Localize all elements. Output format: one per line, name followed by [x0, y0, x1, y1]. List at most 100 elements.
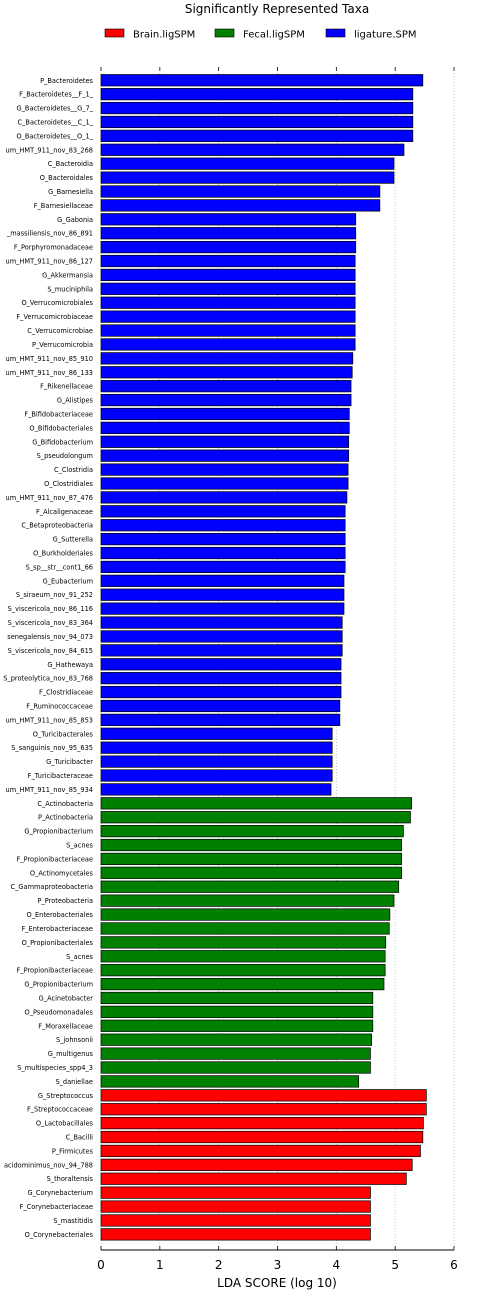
bar	[100, 1061, 371, 1074]
x-tick-label: 2	[215, 1258, 223, 1272]
category-label: G_Akkermansia	[42, 271, 93, 279]
bar	[100, 157, 395, 170]
category-label: F_Turicibacteraceae	[28, 772, 93, 780]
category-label: F_Ruminococcaceae	[26, 702, 93, 710]
category-label: F_Porphyromonadaceae	[14, 244, 93, 252]
bar	[100, 811, 411, 824]
bar	[100, 630, 343, 643]
category-label: G_Propionibacterium	[24, 828, 93, 836]
category-label: O_Lactobacillales	[36, 1120, 94, 1128]
category-label: G_Propionibacterium	[24, 981, 93, 989]
bar	[100, 282, 356, 295]
bar	[100, 1047, 371, 1060]
category-label: C_Clostridia	[54, 466, 93, 474]
x-tick-label: 5	[391, 1258, 399, 1272]
category-label: um_HMT_911_nov_85_853	[6, 716, 93, 724]
category-label: senegalensis_nov_94_073	[7, 633, 93, 641]
category-label: G_Bifidobacterium	[32, 438, 93, 446]
category-label: F_Verrucomicrobiaceae	[16, 313, 93, 321]
category-label: F_Bifidobacteriaceae	[24, 410, 93, 418]
bar	[100, 1075, 360, 1088]
bar	[100, 685, 342, 699]
bar	[100, 797, 412, 810]
category-label: G_Gabonia	[57, 216, 93, 224]
category-label: G_Eubacterium	[43, 577, 93, 585]
bar	[100, 199, 381, 212]
bar	[100, 574, 345, 587]
bar	[100, 129, 414, 142]
bar	[100, 936, 387, 949]
bar	[100, 1089, 427, 1102]
category-label: O_Turicibacterales	[33, 730, 94, 738]
bar	[100, 393, 352, 407]
bar	[100, 1144, 421, 1158]
category-label: S_sp__str__cont1_66	[26, 563, 93, 571]
category-label: P_Firmicutes	[52, 1147, 94, 1155]
category-label: P_Bacteroidetes	[40, 77, 93, 85]
bar	[100, 1200, 371, 1213]
category-label: G_Barnesiella	[48, 188, 93, 196]
category-label: S_sanguinis_nov_95_635	[11, 744, 93, 752]
bar	[100, 908, 391, 921]
bar	[100, 950, 386, 963]
bar	[100, 463, 349, 476]
category-label: C_Bacteroidetes__C_1_	[18, 118, 94, 126]
bar	[100, 602, 345, 615]
category-label: F_Barnesiellaceae	[34, 202, 93, 210]
category-label: C_Bacilli	[66, 1134, 94, 1142]
bar	[100, 1228, 371, 1241]
x-axis-label: LDA SCORE (log 10)	[217, 1276, 337, 1290]
bar	[100, 1172, 407, 1185]
category-label: F_Corynebacteriaceae	[20, 1203, 93, 1211]
bar	[100, 727, 333, 740]
category-label: F_Moraxellaceae	[38, 1022, 93, 1030]
category-label: O_Burkholderiales	[33, 550, 93, 558]
legend-label: ligature.SPM	[354, 30, 417, 41]
category-label: O_Actinomycetales	[30, 869, 94, 877]
category-label: C_Bacteroidia	[48, 160, 93, 168]
bar	[100, 880, 400, 893]
bar	[100, 115, 414, 129]
category-label: um_HMT_911_nov_87_476	[6, 494, 93, 502]
category-label: um_HMT_911_nov_85_934	[6, 786, 93, 794]
bar	[100, 213, 357, 226]
category-label: C_Betaproteobacteria	[21, 522, 93, 530]
x-tick-label: 3	[274, 1258, 282, 1272]
bar	[100, 866, 402, 879]
bar	[100, 519, 346, 532]
legend-swatch	[214, 28, 235, 38]
category-label: S_muciniphila	[47, 285, 93, 293]
legend-label: Brain.ligSPM	[133, 30, 195, 41]
bar	[100, 1158, 413, 1171]
x-tick-label: 1	[156, 1258, 164, 1272]
bar	[100, 644, 343, 657]
category-label: O_Bifidobacteriales	[29, 424, 93, 432]
bar	[100, 88, 414, 101]
bar	[100, 825, 404, 838]
category-label: C_Actinobacteria	[37, 800, 93, 808]
bar	[100, 852, 402, 866]
category-label: acidominimus_nov_94_788	[4, 1161, 93, 1169]
category-label: G_Alistipes	[57, 397, 94, 405]
bar	[100, 254, 356, 268]
bar	[100, 1214, 371, 1227]
bar	[100, 449, 350, 462]
category-label: G_Hathewaya	[47, 661, 93, 669]
category-label: um_HMT_911_nov_85_910	[6, 355, 93, 363]
bar	[100, 227, 357, 240]
bar	[100, 421, 350, 434]
bar	[100, 338, 356, 351]
bar	[100, 1117, 424, 1130]
category-label: P_Actinobacteria	[38, 814, 93, 822]
bar	[100, 755, 333, 768]
bar	[100, 1130, 424, 1144]
category-label: F_Clostridiaceae	[39, 689, 93, 697]
category-label: S_siraeum_nov_91_252	[16, 591, 93, 599]
bar	[100, 977, 385, 991]
bar	[100, 505, 346, 518]
category-label: G_Streptococcus	[38, 1092, 94, 1100]
category-label: F_Bacteroidetes__F_1_	[19, 91, 94, 99]
category-label: um_HMT_911_nov_86_127	[6, 258, 93, 266]
